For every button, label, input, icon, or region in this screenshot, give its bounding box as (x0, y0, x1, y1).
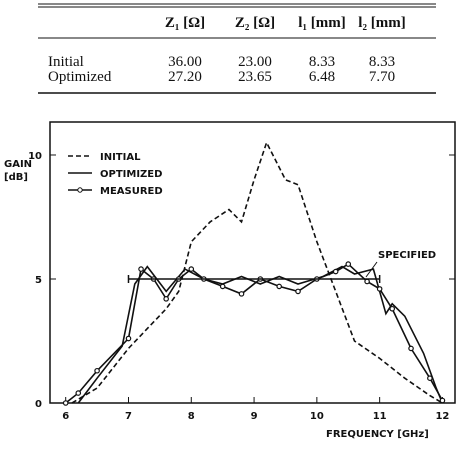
table-cell: 23.00 (238, 54, 272, 70)
y-tick-label: 10 (28, 151, 42, 162)
x-tick-label: 9 (251, 411, 258, 422)
table-header: l₂ [mm] (358, 15, 405, 31)
marker (439, 397, 446, 404)
marker (276, 283, 282, 290)
legend-label: MEASURED (100, 186, 163, 197)
marker (427, 375, 433, 381)
x-tick-label: 12 (435, 411, 449, 422)
y-axis-label: GAIN (4, 159, 32, 170)
spec-pointer (365, 261, 378, 278)
table-cell: 23.65 (238, 69, 272, 85)
marker (138, 266, 144, 272)
marker (188, 266, 195, 272)
marker (163, 296, 169, 302)
series-line (65, 263, 444, 404)
marker (295, 288, 301, 295)
x-tick-label: 6 (62, 411, 69, 422)
row-label: Initial (48, 54, 84, 70)
plot-frame (49, 121, 456, 404)
marker (125, 335, 132, 342)
legend-label: OPTIMIZED (100, 169, 162, 180)
legend-label: INITIAL (100, 152, 141, 163)
table-cell: 6.48 (309, 69, 335, 85)
legend-marker (77, 187, 83, 193)
row-label: Optimized (48, 69, 112, 85)
table-header: l₁ [mm] (298, 15, 345, 31)
x-tick-label: 11 (373, 411, 387, 422)
marker (364, 278, 370, 285)
table-cell: 27.20 (168, 69, 202, 85)
marker (94, 367, 100, 374)
marker (62, 400, 69, 406)
table-cell: 8.33 (309, 54, 335, 70)
y-tick-label: 5 (35, 275, 42, 286)
table-header: Z₁ [Ω] (165, 15, 205, 31)
marker (408, 345, 414, 352)
y-axis-label: [dB] (4, 172, 28, 183)
marker (219, 283, 226, 290)
table-header: Z₂ [Ω] (235, 15, 275, 31)
marker (376, 286, 383, 292)
x-tick-label: 7 (125, 411, 132, 422)
x-tick-label: 10 (310, 411, 324, 422)
x-tick-label: 8 (188, 411, 195, 422)
table-cell: 36.00 (168, 54, 202, 70)
marker (389, 305, 396, 312)
spec-label: SPECIFIED (378, 250, 436, 261)
marker (238, 291, 245, 297)
table-cell: 7.70 (369, 69, 395, 85)
marker (75, 390, 82, 396)
series-line (71, 140, 443, 404)
marker (332, 268, 339, 275)
x-axis-label: FREQUENCY [GHz] (326, 429, 429, 440)
y-tick-label: 0 (35, 399, 42, 410)
table-cell: 8.33 (369, 54, 395, 70)
marker (345, 261, 352, 267)
series-line (77, 265, 444, 404)
